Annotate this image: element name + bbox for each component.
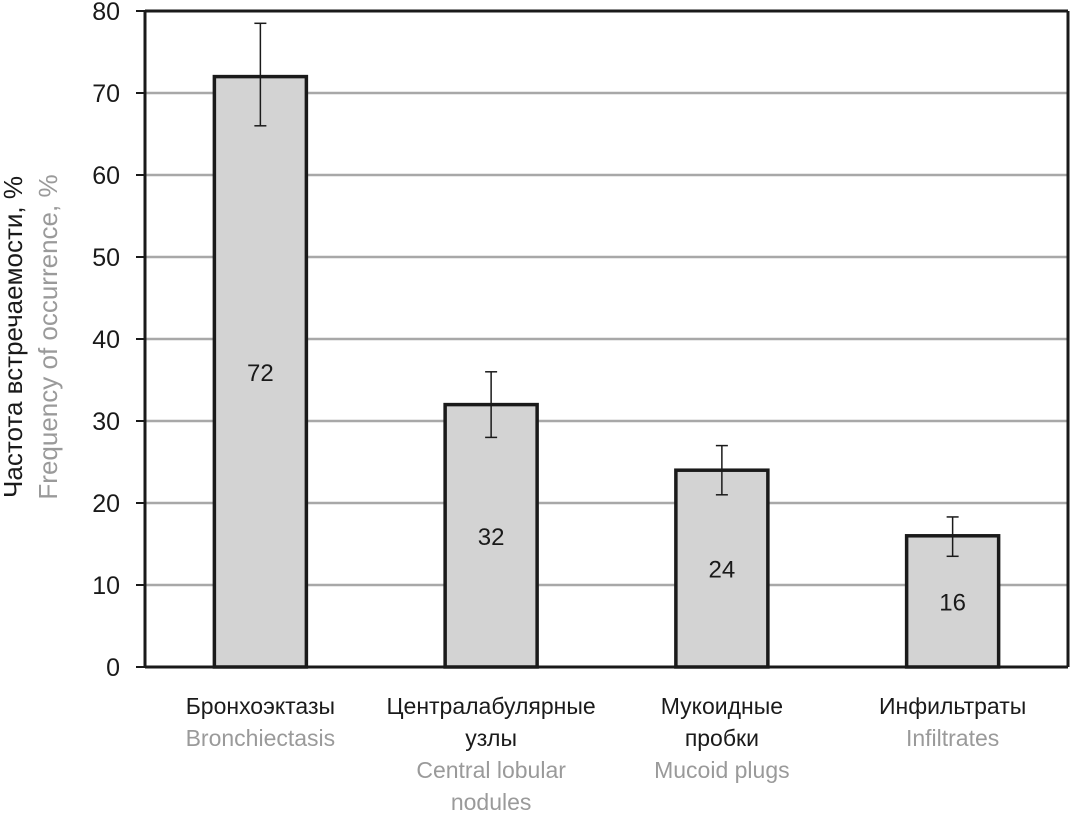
x-category-label: Централабулярные [387,693,596,719]
bars: 72 32 24 16 [212,22,1001,669]
y-tick-label: 60 [92,162,120,190]
x-category-label: пробки [685,725,759,751]
y-tick-label: 20 [92,490,120,518]
x-category-label-en: Central lobular [416,757,566,783]
y-tick-label: 0 [106,654,120,682]
bar [904,534,1001,669]
x-category-label: узлы [465,725,517,751]
bar-value-label: 24 [709,557,736,584]
bar [674,468,770,669]
y-tick-label: 30 [92,408,120,436]
bar-value-label: 72 [247,360,274,387]
y-tick-label: 40 [92,326,120,354]
y-tick-label: 10 [92,572,120,600]
category-labels: Бронхоэктазы Bronchiectasis Централабулярн… [186,693,1027,815]
x-category-label-en: Bronchiectasis [186,725,336,751]
y-axis-label-ru: Частота встречаемости, % [0,176,28,498]
x-category-label: Бронхоэктазы [186,693,335,719]
bar-value-label: 16 [939,589,966,616]
x-category-label: Инфильтраты [879,693,1026,719]
x-category-label-en: Mucoid plugs [654,757,790,783]
x-category-label-en: Infiltrates [906,725,999,751]
y-axis-title: Частота встречаемости, % Frequency of oc… [0,174,63,499]
x-category-label: Мукоидные [661,693,783,719]
y-tick-label: 80 [92,0,120,26]
y-axis-label-en: Frequency of occurrence, % [33,174,63,499]
y-tick-labels: 0 10 20 30 40 50 60 70 80 [92,0,145,682]
y-tick-label: 70 [92,80,120,108]
y-tick-label: 50 [92,244,120,272]
x-category-label-en: nodules [451,789,532,815]
bar-value-label: 32 [478,524,505,551]
